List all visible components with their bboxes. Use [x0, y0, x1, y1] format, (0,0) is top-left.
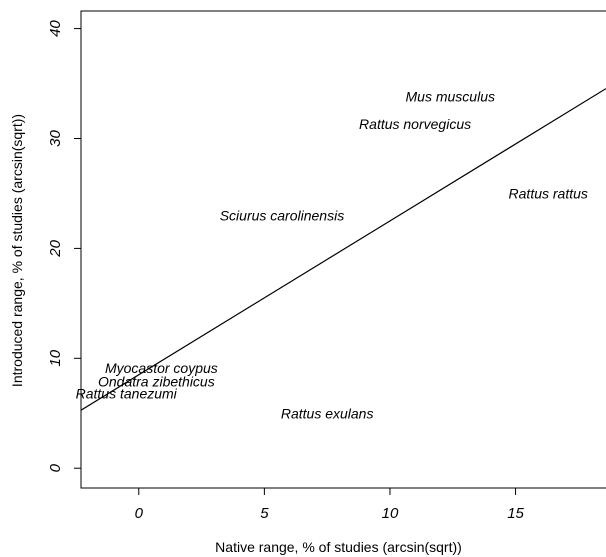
- point-label: Ondatra zibethicus: [98, 373, 215, 389]
- y-tick-label: 0: [47, 463, 64, 472]
- y-tick-label: 30: [47, 129, 64, 146]
- x-tick-label: 10: [382, 505, 399, 522]
- x-tick-label: 5: [260, 505, 269, 522]
- plot-frame: [80, 10, 606, 489]
- x-tick-label: 0: [135, 505, 144, 522]
- y-axis: 0 10 20 30 40: [47, 20, 81, 472]
- point-label: Rattus tanezumi: [76, 385, 178, 401]
- point-label: Mus musculus: [406, 89, 495, 105]
- y-tick-label: 40: [47, 20, 64, 37]
- x-axis: 0 5 10 15: [135, 488, 525, 522]
- y-axis-label: Introduced range, % of studies (arcsin(s…: [9, 114, 25, 387]
- y-tick-label: 10: [47, 349, 64, 366]
- point-labels: Mus musculus Rattus norvegicus Rattus ratt…: [76, 89, 588, 422]
- point-label: Rattus rattus: [509, 185, 588, 201]
- x-axis-label: Native range, % of studies (arcsin(sqrt)…: [215, 539, 462, 555]
- regression-line: [81, 88, 606, 411]
- point-label: Sciurus carolinensis: [220, 207, 345, 223]
- y-tick-label: 20: [47, 239, 64, 257]
- point-label: Rattus exulans: [281, 405, 374, 421]
- x-tick-label: 15: [507, 505, 524, 522]
- point-label: Rattus norvegicus: [359, 116, 471, 132]
- point-label: Myocastor coypus: [105, 360, 218, 376]
